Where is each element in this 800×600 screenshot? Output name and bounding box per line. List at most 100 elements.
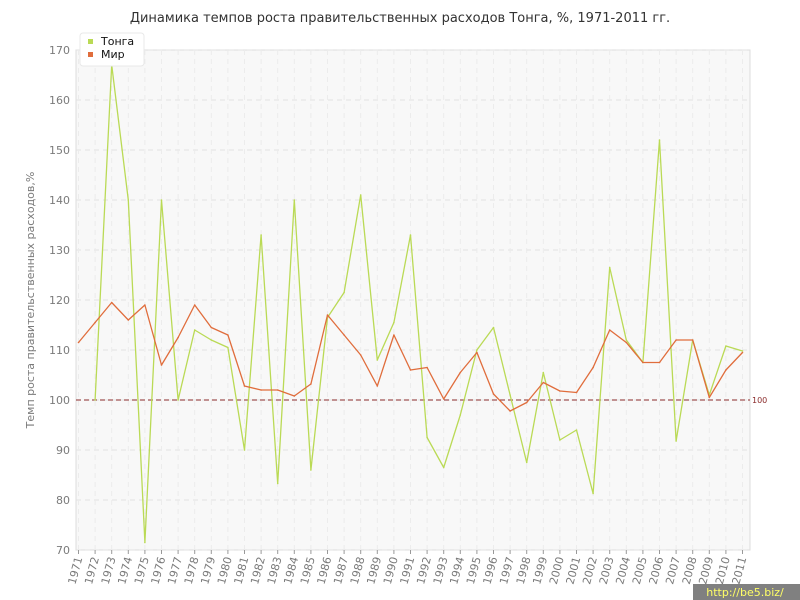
data-point: [326, 314, 329, 316]
data-point: [210, 326, 213, 329]
series-line-Тонга: [94, 64, 743, 544]
data-point: [376, 359, 379, 361]
data-point: [409, 369, 412, 371]
chart-title: Динамика темпов роста правительственных …: [130, 11, 670, 26]
y-tick-label: 90: [56, 444, 70, 457]
data-point: [127, 199, 130, 201]
data-point: [77, 341, 80, 344]
data-point: [160, 364, 163, 366]
data-point: [343, 291, 345, 294]
y-tick-label: 100: [49, 394, 70, 407]
data-point: [227, 346, 229, 349]
data-point: [243, 385, 246, 387]
legend-label: Тонга: [100, 35, 134, 48]
data-point: [177, 336, 179, 339]
legend-swatch: [88, 52, 93, 57]
data-point: [243, 449, 246, 451]
data-point: [193, 329, 196, 331]
data-point: [426, 436, 428, 439]
data-point: [625, 341, 628, 344]
data-point: [725, 369, 727, 371]
data-point: [127, 319, 130, 321]
data-point: [509, 410, 511, 412]
data-point: [575, 391, 578, 394]
data-point: [293, 395, 296, 397]
y-tick-label: 70: [56, 544, 70, 557]
data-point: [94, 399, 96, 401]
data-point: [476, 349, 478, 351]
y-tick-label: 170: [49, 44, 70, 57]
data-point: [442, 398, 445, 400]
data-point: [376, 385, 379, 387]
data-point: [276, 482, 279, 485]
data-point: [559, 439, 561, 441]
legend-label: Мир: [101, 48, 125, 61]
data-point: [193, 304, 196, 306]
data-point: [741, 351, 744, 354]
data-point: [393, 334, 395, 336]
data-point: [575, 429, 578, 431]
data-point: [708, 396, 711, 399]
data-point: [343, 334, 345, 336]
y-tick-labels: 70 80 90 100 110 120 130 140 150 160 170: [49, 44, 70, 557]
data-point: [310, 469, 312, 471]
data-point: [525, 461, 528, 464]
data-point: [592, 492, 594, 495]
data-point: [492, 326, 495, 329]
data-point: [359, 194, 362, 196]
data-point: [725, 345, 727, 347]
data-point: [459, 371, 462, 374]
data-point: [741, 350, 744, 352]
y-tick-label: 110: [49, 344, 70, 357]
data-point: [409, 234, 412, 236]
data-point: [625, 339, 628, 341]
data-point: [509, 394, 511, 396]
data-point: [160, 199, 163, 201]
data-point: [144, 304, 146, 306]
y-tick-label: 80: [56, 494, 70, 507]
data-point: [642, 361, 644, 364]
y-tick-label: 160: [49, 94, 70, 107]
data-point: [177, 399, 179, 401]
data-point: [559, 390, 561, 392]
watermark: http://be5.biz/: [693, 584, 800, 600]
data-point: [592, 366, 594, 369]
data-point: [658, 139, 661, 141]
data-point: [525, 401, 528, 404]
y-tick-label: 130: [49, 244, 70, 257]
data-point: [476, 351, 478, 354]
y-tick-label: 140: [49, 194, 70, 207]
data-point: [675, 339, 677, 341]
watermark-text: http://be5.biz/: [706, 586, 784, 599]
data-point: [359, 354, 362, 356]
series-lines: [77, 64, 744, 544]
data-point: [260, 234, 262, 236]
data-point: [210, 339, 213, 341]
data-point: [608, 266, 611, 269]
data-point: [691, 339, 694, 341]
data-point: [227, 334, 229, 336]
data-point: [608, 329, 611, 331]
data-point: [144, 541, 146, 544]
data-point: [542, 371, 545, 374]
data-point: [110, 301, 113, 304]
data-point: [492, 393, 495, 395]
data-point: [675, 440, 677, 442]
y-axis-label: Темп роста правительственных расходов,%: [24, 172, 37, 430]
data-point: [442, 466, 445, 469]
y-tick-label: 150: [49, 144, 70, 157]
data-point: [658, 361, 661, 364]
data-point: [459, 414, 462, 416]
legend-swatch: [88, 39, 93, 44]
reference-line-group: 100: [76, 396, 767, 405]
y-tick-label: 120: [49, 294, 70, 307]
reference-line-label: 100: [752, 396, 767, 405]
data-point: [276, 389, 279, 391]
data-point: [293, 199, 296, 201]
data-point: [94, 321, 96, 324]
data-point: [260, 389, 262, 391]
legend-box: [79, 32, 145, 67]
data-point: [310, 383, 312, 385]
